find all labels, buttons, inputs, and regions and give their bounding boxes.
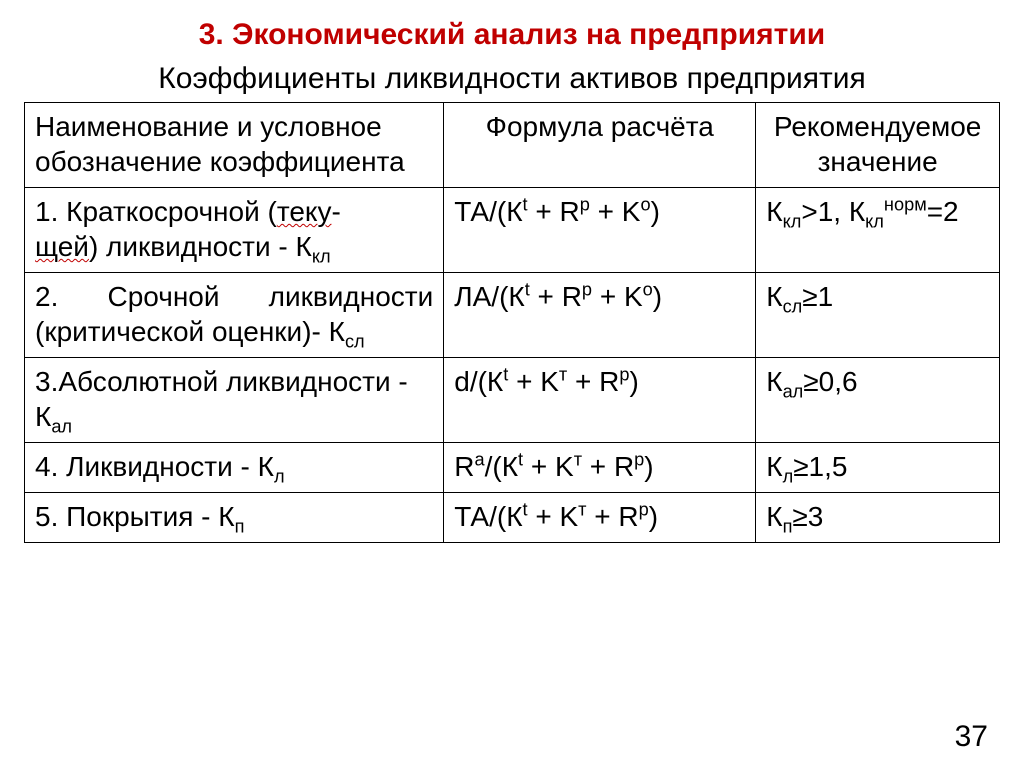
superscript: p [580, 195, 590, 215]
superscript: норм [884, 195, 927, 215]
slide-subtitle: Коэффициенты ликвидности активов предпри… [24, 62, 1000, 96]
text: К [766, 196, 782, 227]
text: ) ликвидности - К [89, 231, 312, 262]
table-row: 1. Краткосрочной (теку- щей) ликвидности … [25, 188, 1000, 273]
table-row: 3.Абсолютной ликвидности - Кал d/(Кt + K… [25, 358, 1000, 443]
table-row: 4. Ликвидности - Кл Rа/(Кt + Kт + Rp) Кл… [25, 443, 1000, 493]
cell-name: 3.Абсолютной ликвидности - Кал [25, 358, 444, 443]
superscript: p [582, 280, 592, 300]
text: ) [653, 281, 662, 312]
subscript: п [235, 517, 245, 537]
subscript: ал [783, 382, 804, 402]
text: + R [587, 501, 639, 532]
subscript: ал [51, 417, 72, 437]
table-row: 2. Срочной ликвидности (критической оцен… [25, 273, 1000, 358]
text: - [331, 196, 340, 227]
text: =2 [927, 196, 959, 227]
text: ≥1,5 [793, 451, 847, 482]
col-header-formula: Формула расчёта [444, 103, 756, 188]
cell-formula: d/(Кt + Kт + Rp) [444, 358, 756, 443]
text: ≥1 [802, 281, 833, 312]
subscript: п [783, 517, 793, 537]
text: ≥3 [792, 501, 823, 532]
text: 5. Покрытия - К [35, 501, 235, 532]
subscript: кл [783, 212, 802, 232]
text: + K [523, 451, 574, 482]
text: ЛА/(К [454, 281, 524, 312]
subscript: л [783, 467, 794, 487]
subscript: кл [312, 247, 331, 267]
slide-title: 3. Экономический анализ на предприятии [24, 18, 1000, 52]
text: + R [528, 196, 580, 227]
cell-formula: Rа/(Кt + Kт + Rp) [444, 443, 756, 493]
text: 1. Краткосрочной ( [35, 196, 277, 227]
cell-formula: ЛА/(Кt + Rp + Ko) [444, 273, 756, 358]
subscript: сл [345, 332, 365, 352]
cell-name: 4. Ликвидности - Кл [25, 443, 444, 493]
table-row: 5. Покрытия - Кп ТА/(Кt + Kт + Rp) Кп≥3 [25, 493, 1000, 543]
wavy-text: щей [35, 231, 89, 262]
table-header-row: Наименование и условное обозначение коэф… [25, 103, 1000, 188]
text: ТА/(К [454, 501, 522, 532]
superscript: т [574, 450, 582, 470]
cell-name: 1. Краткосрочной (теку- щей) ликвидности … [25, 188, 444, 273]
superscript: p [639, 500, 649, 520]
cell-formula: ТА/(Кt + Rp + Ko) [444, 188, 756, 273]
superscript: а [474, 450, 484, 470]
text: ТА/(К [454, 196, 522, 227]
cell-recommended: Кл≥1,5 [756, 443, 1000, 493]
slide: 3. Экономический анализ на предприятии К… [0, 0, 1024, 768]
cell-recommended: Кал≥0,6 [756, 358, 1000, 443]
cell-formula: ТА/(Кt + Kт + Rp) [444, 493, 756, 543]
text: ) [649, 501, 658, 532]
text: К [766, 281, 782, 312]
superscript: p [634, 450, 644, 470]
text: R [454, 451, 474, 482]
text: ) [630, 366, 639, 397]
text: + K [590, 196, 641, 227]
text: 3.Абсолютной ликвидности - К [35, 366, 408, 432]
cell-recommended: Кп≥3 [756, 493, 1000, 543]
col-header-name: Наименование и условное обозначение коэф… [25, 103, 444, 188]
liquidity-table: Наименование и условное обозначение коэф… [24, 102, 1000, 543]
text: ≥0,6 [803, 366, 857, 397]
superscript: т [559, 365, 567, 385]
text: + R [582, 451, 634, 482]
text: 2. Срочной ликвидности (критической оцен… [35, 281, 433, 347]
text: + K [592, 281, 643, 312]
cell-recommended: Ккл>1, Кклнорм=2 [756, 188, 1000, 273]
subscript: кл [865, 212, 884, 232]
col-header-recommended: Рекомендуемое значение [756, 103, 1000, 188]
text: ) [651, 196, 660, 227]
text: К [766, 366, 782, 397]
wavy-text: теку [277, 196, 332, 227]
subscript: л [274, 467, 285, 487]
text: К [766, 451, 782, 482]
text: + R [530, 281, 582, 312]
superscript: o [643, 280, 653, 300]
superscript: o [640, 195, 650, 215]
cell-name: 2. Срочной ликвидности (критической оцен… [25, 273, 444, 358]
text: 4. Ликвидности - К [35, 451, 274, 482]
text: + K [508, 366, 559, 397]
cell-recommended: Ксл≥1 [756, 273, 1000, 358]
superscript: p [619, 365, 629, 385]
text: К [766, 501, 782, 532]
superscript: т [578, 500, 586, 520]
text: К [849, 196, 865, 227]
text: + R [567, 366, 619, 397]
subscript: сл [783, 297, 803, 317]
cell-name: 5. Покрытия - Кп [25, 493, 444, 543]
text: + K [528, 501, 579, 532]
text: /(К [485, 451, 518, 482]
text: d/(К [454, 366, 503, 397]
text: >1, [801, 196, 848, 227]
text: ) [644, 451, 653, 482]
page-number: 37 [955, 720, 988, 754]
